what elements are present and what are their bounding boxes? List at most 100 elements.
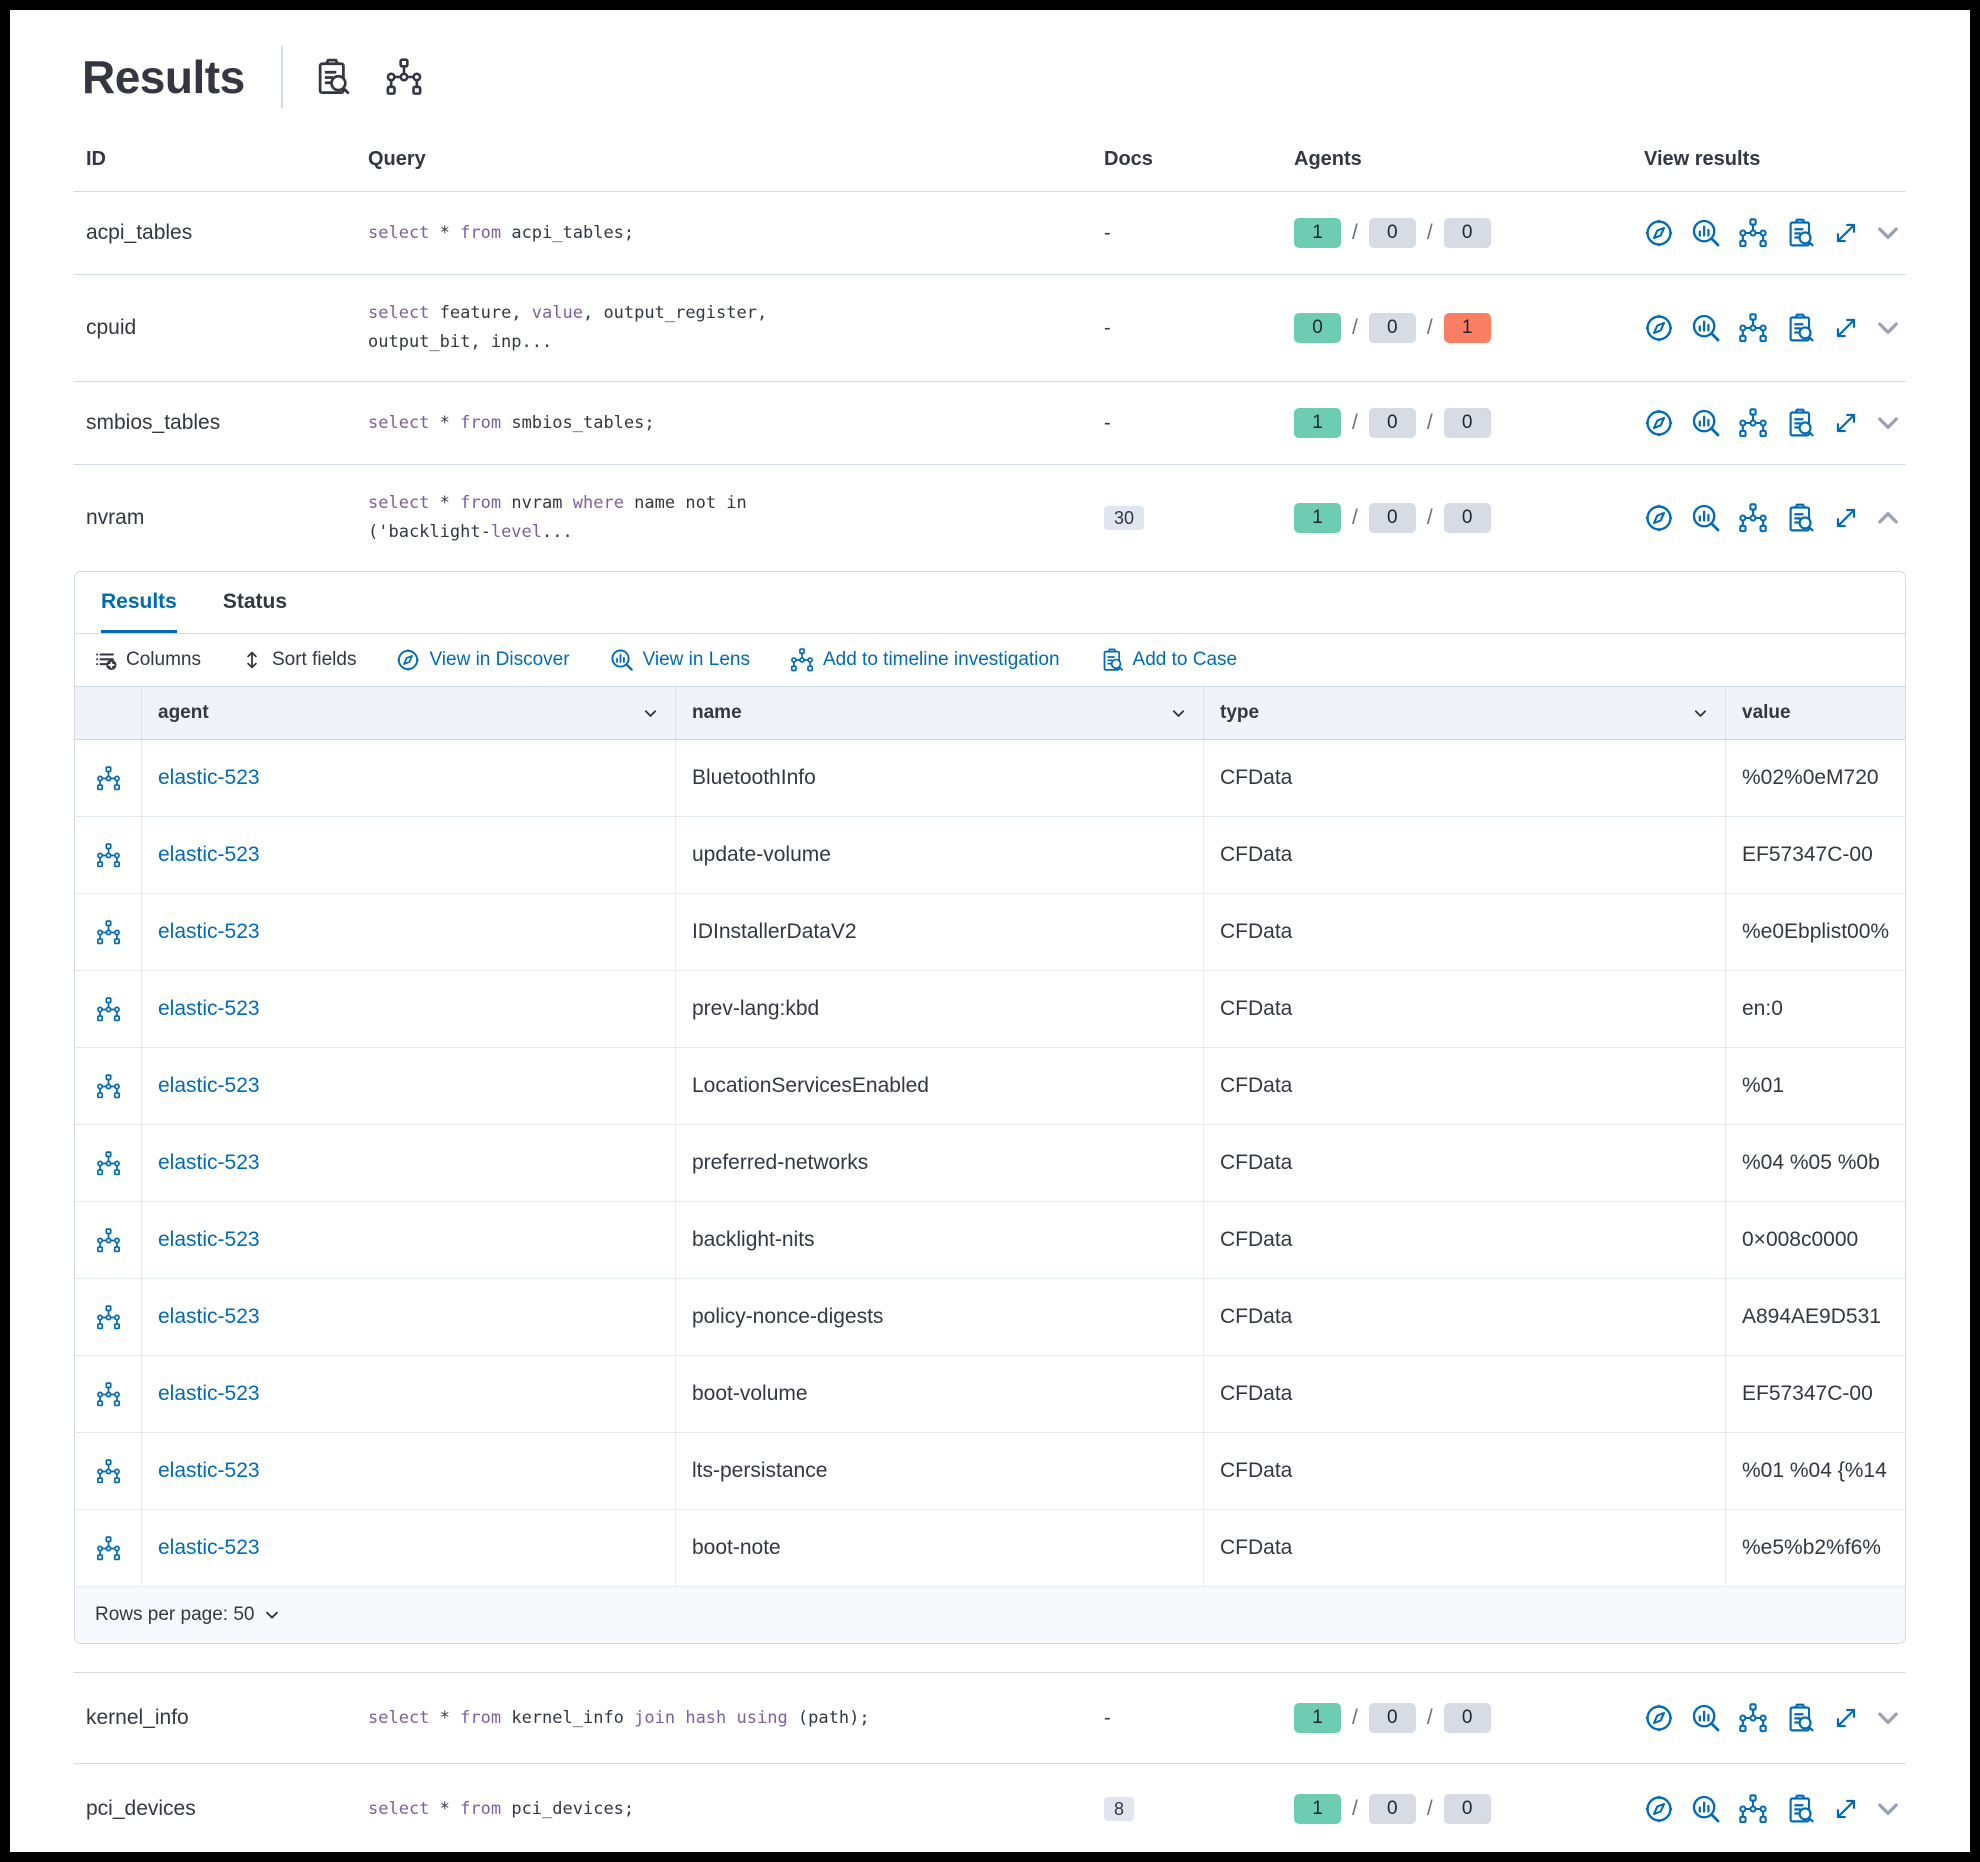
table-row-smbios-tables: smbios_tables select * from smbios_table… [74, 381, 1906, 464]
queries-table-header: ID Query Docs Agents View results [74, 148, 1906, 191]
tab-status[interactable]: Status [222, 590, 288, 613]
sort-icon [241, 649, 263, 671]
view-in-discover-button[interactable] [1644, 218, 1674, 248]
expand-results-button[interactable] [1832, 219, 1860, 247]
expand-results-button[interactable] [1832, 1795, 1860, 1823]
add-to-case-button[interactable]: Add to Case [1100, 648, 1237, 672]
add-to-case-button[interactable] [1785, 1703, 1815, 1733]
expand-results-button[interactable] [1832, 1704, 1860, 1732]
cell-type: CFData [1203, 1125, 1725, 1201]
agent-link[interactable]: elastic-523 [158, 1459, 260, 1482]
table-row-pci-devices: pci_devices select * from pci_devices; 8… [74, 1763, 1906, 1852]
row-timeline-button[interactable] [96, 1074, 121, 1099]
agent-link[interactable]: elastic-523 [158, 920, 260, 943]
row-timeline-button[interactable] [96, 1151, 121, 1176]
chevron-down-icon[interactable] [1170, 705, 1187, 722]
node-tree-icon [96, 920, 121, 945]
agent-link[interactable]: elastic-523 [158, 1536, 260, 1559]
add-to-case-button[interactable] [1785, 1794, 1815, 1824]
compass-icon [396, 648, 420, 672]
sort-fields-button[interactable]: Sort fields [241, 649, 356, 671]
column-header-agent[interactable]: agent [141, 687, 675, 739]
expand-results-button[interactable] [1832, 504, 1860, 532]
cell-value: EF57347C-00 [1725, 817, 1905, 893]
agent-link[interactable]: elastic-523 [158, 1074, 260, 1097]
view-in-lens-button[interactable] [1691, 1794, 1721, 1824]
header-divider [280, 46, 283, 108]
view-in-discover-button[interactable] [1644, 1794, 1674, 1824]
add-to-case-button[interactable] [1785, 218, 1815, 248]
add-to-timeline-button[interactable] [1738, 1703, 1768, 1733]
view-in-lens-button[interactable] [1691, 408, 1721, 438]
columns-icon [95, 649, 117, 671]
column-header-type[interactable]: type [1203, 687, 1725, 739]
cell-type: CFData [1203, 1279, 1725, 1355]
add-to-timeline-button[interactable] [1738, 218, 1768, 248]
query-id: pci_devices [86, 1797, 196, 1820]
toggle-row-button[interactable] [1873, 408, 1903, 438]
lens-icon [1691, 313, 1721, 343]
grid-toolbar: Columns Sort fields View in Discover Vie… [75, 634, 1905, 687]
row-timeline-button[interactable] [96, 843, 121, 868]
expand-results-button[interactable] [1832, 314, 1860, 342]
columns-button[interactable]: Columns [95, 649, 201, 671]
node-tree-icon [96, 766, 121, 791]
toggle-row-button[interactable] [1873, 1794, 1903, 1824]
table-row-cpuid: cpuid select feature, value, output_regi… [74, 274, 1906, 381]
agents-pending-badge: 0 [1368, 1794, 1416, 1824]
agent-link[interactable]: elastic-523 [158, 1305, 260, 1328]
row-timeline-button[interactable] [96, 1305, 121, 1330]
row-timeline-button[interactable] [96, 1228, 121, 1253]
collapse-row-button[interactable] [1873, 503, 1903, 533]
view-in-discover-button[interactable] [1644, 313, 1674, 343]
grid-row: elastic-523 boot-note CFData %e5%b2%f6% [75, 1510, 1905, 1587]
node-tree-icon [96, 843, 121, 868]
agent-link[interactable]: elastic-523 [158, 843, 260, 866]
toggle-row-button[interactable] [1873, 218, 1903, 248]
view-in-lens-button[interactable] [1691, 313, 1721, 343]
view-in-lens-button[interactable]: View in Lens [610, 648, 750, 672]
compass-icon [1644, 313, 1674, 343]
agent-link[interactable]: elastic-523 [158, 1228, 260, 1251]
chevron-down-icon[interactable] [1692, 705, 1709, 722]
add-to-timeline-button[interactable] [1738, 313, 1768, 343]
add-to-case-button[interactable] [1785, 313, 1815, 343]
row-timeline-button[interactable] [96, 1536, 121, 1561]
compass-icon [1644, 408, 1674, 438]
rows-per-page-button[interactable]: Rows per page: 50 [95, 1604, 281, 1626]
row-timeline-button[interactable] [96, 766, 121, 791]
agent-link[interactable]: elastic-523 [158, 997, 260, 1020]
row-timeline-button[interactable] [96, 997, 121, 1022]
agent-link[interactable]: elastic-523 [158, 766, 260, 789]
tab-results[interactable]: Results [101, 590, 177, 633]
row-timeline-button[interactable] [96, 920, 121, 945]
cell-name: boot-volume [675, 1356, 1203, 1432]
toggle-row-button[interactable] [1873, 313, 1903, 343]
expand-results-button[interactable] [1832, 409, 1860, 437]
row-timeline-button[interactable] [96, 1382, 121, 1407]
add-to-timeline-button[interactable] [1738, 1794, 1768, 1824]
view-in-lens-button[interactable] [1691, 218, 1721, 248]
toggle-row-button[interactable] [1873, 1703, 1903, 1733]
view-in-discover-button[interactable] [1644, 503, 1674, 533]
agent-link[interactable]: elastic-523 [158, 1382, 260, 1405]
view-in-lens-button[interactable] [1691, 1703, 1721, 1733]
agent-link[interactable]: elastic-523 [158, 1151, 260, 1174]
add-to-case-button[interactable] [1785, 503, 1815, 533]
add-to-case-button[interactable] [1785, 408, 1815, 438]
lens-icon [1691, 408, 1721, 438]
inspect-queries-button[interactable] [313, 58, 351, 96]
column-header-value[interactable]: value [1725, 687, 1905, 739]
view-in-discover-button[interactable]: View in Discover [396, 648, 570, 672]
add-to-timeline-button[interactable] [1738, 503, 1768, 533]
pack-timeline-button[interactable] [385, 58, 423, 96]
view-in-discover-button[interactable] [1644, 408, 1674, 438]
column-header-name[interactable]: name [675, 687, 1203, 739]
chevron-down-icon[interactable] [642, 705, 659, 722]
row-timeline-button[interactable] [96, 1459, 121, 1484]
view-in-lens-button[interactable] [1691, 503, 1721, 533]
add-to-timeline-button[interactable] [1738, 408, 1768, 438]
cell-type: CFData [1203, 1356, 1725, 1432]
view-in-discover-button[interactable] [1644, 1703, 1674, 1733]
add-to-timeline-button[interactable]: Add to timeline investigation [790, 648, 1060, 672]
